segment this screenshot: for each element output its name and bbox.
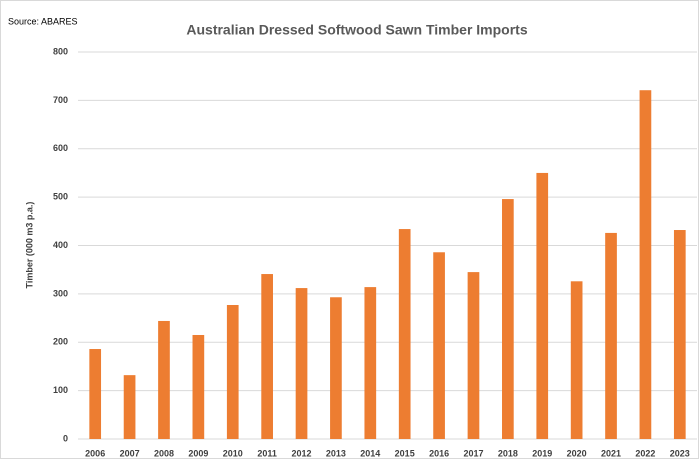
bar — [673, 230, 686, 439]
source: Source: ABARES — [8, 16, 78, 26]
bar — [330, 297, 342, 439]
x-tick-label: 2012 — [292, 448, 312, 458]
bar — [123, 375, 136, 439]
bar — [192, 334, 205, 439]
bar — [226, 305, 239, 439]
y-tick-label: 400 — [53, 240, 68, 250]
x-tick-label: 2016 — [429, 448, 449, 458]
x-tick-label: 2022 — [635, 448, 655, 458]
bar — [467, 272, 480, 439]
x-tick-label: 2020 — [567, 448, 587, 458]
bar — [605, 232, 617, 439]
y-axis-label: Timber (000 m3 p.a.) — [24, 202, 34, 289]
x-tick-label: 2013 — [326, 448, 346, 458]
bar — [295, 288, 308, 439]
bar — [89, 349, 102, 439]
x-tick-label: 2008 — [154, 448, 174, 458]
bar — [433, 252, 445, 439]
bar — [502, 199, 514, 439]
bar — [536, 172, 549, 439]
x-tick-label: 2007 — [120, 448, 140, 458]
bar — [158, 320, 170, 439]
y-tick-label: 0 — [63, 433, 68, 443]
x-tick-label: 2009 — [188, 448, 208, 458]
bar — [639, 90, 652, 439]
chart-title: Australian Dressed Softwood Sawn Timber … — [186, 22, 527, 38]
y-tick-label: 100 — [53, 385, 68, 395]
y-tick-label: 600 — [53, 143, 68, 153]
y-tick-label: 800 — [53, 46, 68, 56]
x-tick-label: 2011 — [257, 448, 277, 458]
x-tick-label: 2023 — [670, 448, 690, 458]
y-tick-label: 500 — [53, 192, 68, 202]
x-tick-label: 2021 — [601, 448, 621, 458]
bar — [261, 274, 273, 439]
x-tick-label: 2018 — [498, 448, 518, 458]
bar — [364, 287, 377, 439]
x-tick-label: 2015 — [395, 448, 415, 458]
x-tick-label: 2006 — [85, 448, 105, 458]
x-tick-label: 2019 — [532, 448, 552, 458]
bar — [570, 281, 583, 439]
x-tick-label: 2014 — [360, 448, 380, 458]
y-tick-label: 300 — [53, 288, 68, 298]
x-tick-label: 2017 — [463, 448, 483, 458]
y-tick-label: 200 — [53, 337, 68, 347]
bar — [398, 229, 411, 439]
y-tick-label: 700 — [53, 95, 68, 105]
x-tick-label: 2010 — [223, 448, 243, 458]
